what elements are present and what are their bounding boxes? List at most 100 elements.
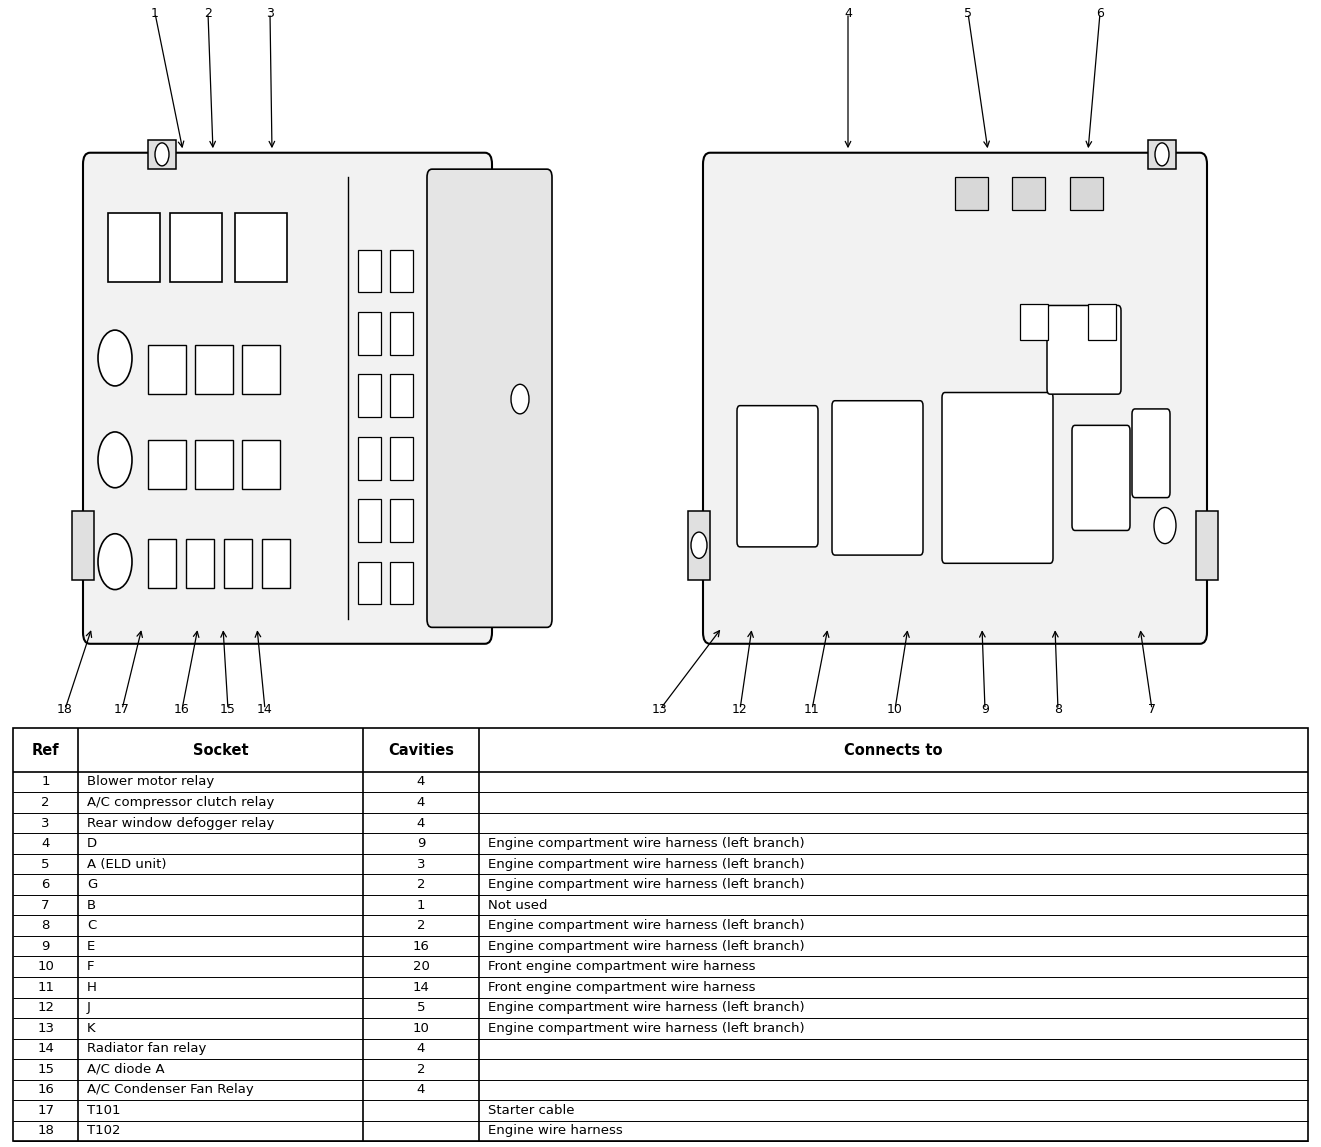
Text: Front engine compartment wire harness: Front engine compartment wire harness — [489, 981, 756, 993]
Text: 7: 7 — [41, 898, 50, 912]
Text: A (ELD unit): A (ELD unit) — [87, 858, 166, 871]
Text: 1: 1 — [41, 775, 50, 788]
Text: Engine compartment wire harness (left branch): Engine compartment wire harness (left br… — [489, 858, 804, 871]
Circle shape — [98, 533, 132, 590]
Text: Blower motor relay: Blower motor relay — [87, 775, 214, 788]
Text: A/C compressor clutch relay: A/C compressor clutch relay — [87, 796, 275, 809]
FancyBboxPatch shape — [83, 153, 491, 643]
Bar — [196, 345, 232, 395]
Bar — [390, 312, 413, 354]
Text: Rear window defogger relay: Rear window defogger relay — [87, 817, 275, 829]
Bar — [358, 250, 380, 292]
Text: 2: 2 — [416, 879, 425, 891]
Text: 9: 9 — [982, 703, 989, 716]
Text: 14: 14 — [412, 981, 429, 993]
Text: 5: 5 — [964, 7, 972, 19]
Bar — [242, 345, 280, 395]
Text: 4: 4 — [417, 1084, 425, 1097]
Text: 4: 4 — [417, 775, 425, 788]
Bar — [196, 440, 232, 490]
Bar — [73, 510, 94, 579]
Text: 2: 2 — [416, 1063, 425, 1076]
FancyBboxPatch shape — [427, 169, 552, 627]
Circle shape — [98, 432, 132, 487]
Text: E: E — [87, 939, 95, 953]
Text: Engine compartment wire harness (left branch): Engine compartment wire harness (left br… — [489, 919, 804, 933]
Text: 4: 4 — [417, 817, 425, 829]
Text: J: J — [87, 1001, 91, 1014]
FancyBboxPatch shape — [1073, 426, 1129, 530]
Bar — [235, 213, 287, 282]
Text: 2: 2 — [41, 796, 50, 809]
Text: 12: 12 — [732, 703, 748, 716]
Text: T102: T102 — [87, 1124, 120, 1138]
FancyBboxPatch shape — [1132, 409, 1170, 498]
Text: C: C — [87, 919, 96, 933]
Text: Socket: Socket — [193, 742, 248, 757]
Text: 8: 8 — [1054, 703, 1062, 716]
Text: 2: 2 — [416, 919, 425, 933]
Bar — [390, 374, 413, 418]
Circle shape — [1155, 507, 1176, 544]
Text: A/C Condenser Fan Relay: A/C Condenser Fan Relay — [87, 1084, 254, 1097]
Circle shape — [155, 143, 169, 166]
Text: 9: 9 — [417, 837, 425, 850]
Text: 12: 12 — [37, 1001, 54, 1014]
Text: 4: 4 — [417, 796, 425, 809]
Text: Cavities: Cavities — [388, 742, 454, 757]
Text: 5: 5 — [416, 1001, 425, 1014]
Text: 18: 18 — [57, 703, 73, 716]
Text: K: K — [87, 1022, 95, 1035]
Bar — [390, 562, 413, 604]
Text: 3: 3 — [41, 817, 50, 829]
Bar — [1196, 510, 1218, 579]
Bar — [242, 440, 280, 490]
Bar — [955, 178, 988, 210]
Text: 1: 1 — [151, 7, 159, 19]
Text: T101: T101 — [87, 1103, 120, 1117]
Text: Engine compartment wire harness (left branch): Engine compartment wire harness (left br… — [489, 1001, 804, 1014]
Bar — [1012, 178, 1045, 210]
Text: Engine compartment wire harness (left branch): Engine compartment wire harness (left br… — [489, 1022, 804, 1035]
Text: 4: 4 — [417, 1043, 425, 1055]
Bar — [358, 374, 380, 418]
Text: 10: 10 — [888, 703, 904, 716]
Text: 11: 11 — [37, 981, 54, 993]
Bar — [1089, 304, 1116, 340]
Text: 4: 4 — [844, 7, 852, 19]
Text: 3: 3 — [266, 7, 273, 19]
Text: B: B — [87, 898, 96, 912]
Text: H: H — [87, 981, 96, 993]
Text: Front engine compartment wire harness: Front engine compartment wire harness — [489, 960, 756, 974]
Circle shape — [511, 384, 528, 414]
Bar — [1020, 304, 1048, 340]
Text: 2: 2 — [203, 7, 211, 19]
Circle shape — [1155, 143, 1169, 166]
Text: Not used: Not used — [489, 898, 548, 912]
Text: D: D — [87, 837, 98, 850]
Bar — [358, 312, 380, 354]
Text: Engine compartment wire harness (left branch): Engine compartment wire harness (left br… — [489, 879, 804, 891]
Text: 16: 16 — [412, 939, 429, 953]
Text: Connects to: Connects to — [844, 742, 943, 757]
Bar — [358, 437, 380, 479]
Bar — [225, 539, 252, 588]
Text: Engine wire harness: Engine wire harness — [489, 1124, 624, 1138]
Text: 17: 17 — [114, 703, 129, 716]
Text: 6: 6 — [1096, 7, 1104, 19]
Text: Radiator fan relay: Radiator fan relay — [87, 1043, 206, 1055]
Text: 18: 18 — [37, 1124, 54, 1138]
FancyBboxPatch shape — [703, 153, 1207, 643]
Text: F: F — [87, 960, 95, 974]
Bar — [148, 539, 176, 588]
FancyBboxPatch shape — [942, 392, 1053, 563]
Text: Starter cable: Starter cable — [489, 1103, 575, 1117]
Text: Engine compartment wire harness (left branch): Engine compartment wire harness (left br… — [489, 939, 804, 953]
Text: 15: 15 — [37, 1063, 54, 1076]
Text: 10: 10 — [37, 960, 54, 974]
Bar — [390, 499, 413, 541]
Bar — [108, 213, 160, 282]
Circle shape — [98, 330, 132, 385]
Bar — [148, 440, 186, 490]
Text: Engine compartment wire harness (left branch): Engine compartment wire harness (left br… — [489, 837, 804, 850]
